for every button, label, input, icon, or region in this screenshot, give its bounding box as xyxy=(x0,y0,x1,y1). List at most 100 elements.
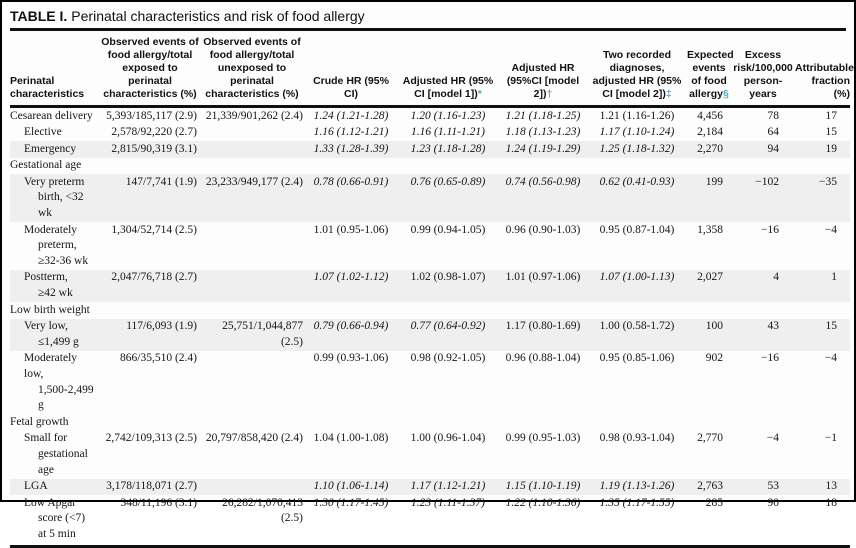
cell-observed-unexposed xyxy=(200,141,304,158)
row-label-line: Elective xyxy=(24,126,62,139)
cell-excess-risk: 94 xyxy=(767,142,780,155)
row-label-line: ≥42 wk xyxy=(38,287,73,300)
cell-adjusted-hr-model1: 1.17 (1.12-1.21) xyxy=(410,480,486,493)
table-row: Very low, ≤1,499 g 117/6,093 (1.9) 25,751/1… xyxy=(10,318,850,351)
cell-two-recorded: 1.19 (1.13-1.26) xyxy=(599,480,675,493)
cell-crude-hr: 1.24 (1.21-1.28) xyxy=(313,109,389,122)
row-label: Low Apgar score (<7) at 5 min xyxy=(10,495,100,548)
cell-attributable-fraction: −4 xyxy=(824,223,837,236)
cell-adjusted-hr-model2: 1.18 (1.13-1.23) xyxy=(505,126,581,139)
col-header-excess-risk: Excess risk/100,000 person-years xyxy=(732,31,794,108)
cell-observed-exposed: 147/7,741 (1.9) xyxy=(125,175,197,188)
cell-observed-exposed: 348/11,196 (3.1) xyxy=(100,495,200,548)
cell-adjusted-hr-model1: 1.23 (1.11-1.37) xyxy=(398,495,498,548)
cell-adjusted-hr-model1: 1.00 (0.96-1.04) xyxy=(410,432,486,445)
cell-attributable-fraction: −4 xyxy=(824,352,837,365)
cell-observed-unexposed: 20,797/858,420 (2.4) xyxy=(205,432,303,445)
section-row: Gestational age xyxy=(10,158,850,175)
cell-two-recorded: 0.95 (0.87-1.04) xyxy=(599,223,675,236)
row-label: Moderately low, 1,500-2,499 g xyxy=(10,351,100,414)
cell-observed-exposed: 866/35,510 (2.4) xyxy=(120,352,197,365)
cell-observed-exposed: 1,304/52,714 (2.5) xyxy=(111,223,197,236)
cell-expected-events: 2,027 xyxy=(697,271,723,284)
cell-attributable-fraction: 15 xyxy=(825,126,838,139)
cell-adjusted-hr-model1: 0.76 (0.65-0.89) xyxy=(410,175,486,188)
cell-expected-events: 902 xyxy=(705,352,723,365)
row-label-line: Low birth weight xyxy=(10,303,90,316)
header-row: Perinatal characteristics Observed event… xyxy=(10,31,854,108)
row-label-line: Very low, xyxy=(24,320,68,333)
row-label-line: 1,500-2,499 g xyxy=(38,383,94,412)
cell-observed-exposed: 2,815/90,319 (3.1) xyxy=(111,142,197,155)
cell-observed-unexposed: 26,282/1,070,413 (2.5) xyxy=(200,495,304,548)
cell-attributable-fraction: 13 xyxy=(825,480,838,493)
cell-attributable-fraction: 18 xyxy=(794,495,850,548)
row-label-line: Emergency xyxy=(24,142,77,155)
cell-expected-events: 2,763 xyxy=(697,480,723,493)
col-header-observed-unexposed: Observed events of food allergy/total un… xyxy=(200,31,304,108)
cell-adjusted-hr-model2: 1.17 (0.80-1.69) xyxy=(505,320,581,333)
table-row: Very preterm birth, <32 wk 147/7,741 (1.9)… xyxy=(10,174,850,223)
cell-crude-hr: 1.10 (1.06-1.14) xyxy=(313,480,389,493)
col-header-attributable-fraction: Attributable fraction (%) xyxy=(794,31,854,108)
cell-expected-events: 199 xyxy=(705,175,723,188)
row-label: Fetal growth xyxy=(10,414,850,431)
cell-two-recorded: 0.95 (0.85-1.06) xyxy=(599,352,675,365)
col-header-crude-hr: Crude HR (95% CI) xyxy=(304,31,398,108)
col-header-perinatal-characteristics: Perinatal characteristics xyxy=(10,31,100,108)
cell-attributable-fraction: 17 xyxy=(825,109,838,122)
table-number-label: TABLE I. xyxy=(10,8,68,24)
cell-attributable-fraction: 15 xyxy=(825,320,838,333)
cell-two-recorded: 1.25 (1.18-1.32) xyxy=(599,142,675,155)
row-label-line: Postterm, xyxy=(24,271,68,284)
cell-crude-hr: 1.01 (0.95-1.06) xyxy=(313,223,389,236)
row-label-line: Moderately low, xyxy=(24,352,78,380)
row-label-line: ≥32-36 wk xyxy=(38,254,89,267)
cell-expected-events: 285 xyxy=(686,495,732,548)
row-label: Cesarean delivery xyxy=(10,107,100,125)
footnote-marker-dagger: † xyxy=(546,88,553,100)
table-row: Low Apgar score (<7) at 5 min 348/11,196 (3… xyxy=(10,495,850,548)
row-label: Postterm, ≥42 wk xyxy=(10,270,100,302)
cell-crude-hr: 1.33 (1.28-1.39) xyxy=(313,142,389,155)
cell-excess-risk: −4 xyxy=(766,432,779,445)
cell-adjusted-hr-model2: 1.22 (1.10-1.36) xyxy=(498,495,588,548)
cell-excess-risk: 4 xyxy=(773,271,779,284)
row-label: Very preterm birth, <32 wk xyxy=(10,174,100,222)
table-row: Postterm, ≥42 wk 2,047/76,718 (2.7) 1.07 (1… xyxy=(10,269,850,303)
cell-observed-unexposed xyxy=(200,479,304,496)
cell-two-recorded: 1.17 (1.10-1.24) xyxy=(599,126,675,139)
cell-adjusted-hr-model2: 0.96 (0.88-1.04) xyxy=(505,352,581,365)
cell-observed-exposed: 5,393/185,117 (2.9) xyxy=(106,109,197,122)
row-label-line: LGA xyxy=(24,480,48,493)
cell-adjusted-hr-model2: 0.96 (0.90-1.03) xyxy=(505,223,581,236)
row-label-line: Small for xyxy=(24,432,68,445)
row-label-line: birth, <32 wk xyxy=(38,191,84,220)
cell-observed-exposed: 3,178/118,071 (2.7) xyxy=(106,480,197,493)
perinatal-table: Perinatal characteristics Observed event… xyxy=(10,31,854,548)
row-label: Very low, ≤1,499 g xyxy=(10,319,100,351)
row-label-line: Moderately xyxy=(24,223,78,236)
cell-two-recorded: 1.07 (1.00-1.13) xyxy=(599,271,675,284)
table-row: Moderately low, 1,500-2,499 g 866/35,510 (… xyxy=(10,351,850,414)
cell-observed-exposed: 2,047/76,718 (2.7) xyxy=(111,271,197,284)
cell-observed-unexposed xyxy=(200,270,304,302)
row-label: LGA xyxy=(10,479,100,496)
cell-crude-hr: 1.07 (1.02-1.12) xyxy=(313,271,389,284)
row-label-line: gestational xyxy=(38,447,88,460)
cell-excess-risk: 78 xyxy=(767,109,780,122)
cell-attributable-fraction: −1 xyxy=(824,432,837,445)
cell-crude-hr: 0.99 (0.93-1.06) xyxy=(313,352,389,365)
row-label: Elective xyxy=(10,125,100,142)
table-body: Cesarean delivery 5,393/185,117 (2.9) 21,3… xyxy=(10,107,850,548)
cell-expected-events: 2,770 xyxy=(697,432,723,445)
cell-adjusted-hr-model2: 0.99 (0.95-1.03) xyxy=(505,432,581,445)
cell-excess-risk: −102 xyxy=(755,175,779,188)
row-label-line: Cesarean delivery xyxy=(10,109,93,122)
cell-two-recorded: 1.21 (1.16-1.26) xyxy=(599,109,675,122)
cell-attributable-fraction: 1 xyxy=(831,271,837,284)
cell-observed-unexposed: 21,339/901,262 (2.4) xyxy=(205,109,303,122)
cell-excess-risk: −16 xyxy=(761,352,779,365)
cell-expected-events: 2,270 xyxy=(697,142,723,155)
